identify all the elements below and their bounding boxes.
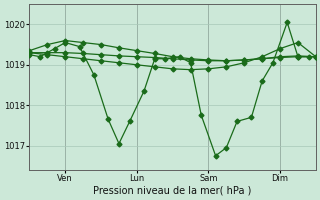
X-axis label: Pression niveau de la mer( hPa ): Pression niveau de la mer( hPa ) (93, 186, 252, 196)
